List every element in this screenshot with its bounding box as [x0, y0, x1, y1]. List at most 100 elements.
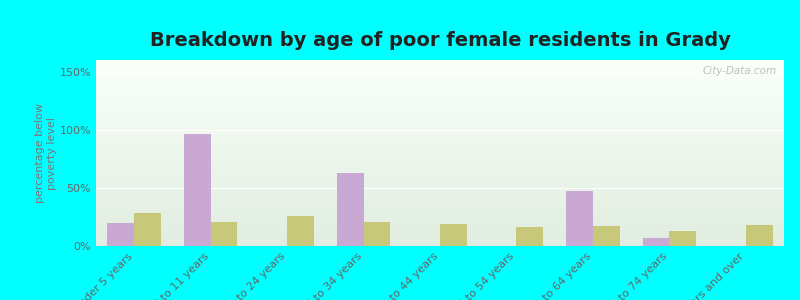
Bar: [96, 109, 784, 110]
Bar: [107, 223, 134, 246]
Bar: [96, 76, 784, 77]
Bar: [96, 199, 784, 200]
Bar: [337, 173, 363, 246]
Bar: [96, 223, 784, 224]
Bar: [96, 114, 784, 115]
Bar: [96, 192, 784, 193]
Bar: [96, 60, 784, 61]
Bar: [96, 197, 784, 198]
Bar: [96, 113, 784, 114]
Bar: [96, 228, 784, 229]
Bar: [96, 226, 784, 227]
Bar: [96, 87, 784, 88]
Bar: [96, 126, 784, 127]
Bar: [184, 134, 210, 246]
Bar: [96, 118, 784, 119]
Bar: [96, 110, 784, 111]
Bar: [96, 230, 784, 231]
Bar: [593, 226, 620, 246]
Bar: [96, 188, 784, 189]
Bar: [96, 108, 784, 109]
Bar: [134, 214, 161, 246]
Bar: [96, 204, 784, 205]
Bar: [96, 218, 784, 219]
Bar: [96, 162, 784, 163]
Bar: [96, 179, 784, 180]
Bar: [96, 130, 784, 131]
Bar: [96, 140, 784, 141]
Bar: [96, 124, 784, 125]
Bar: [96, 100, 784, 101]
Bar: [96, 200, 784, 201]
Bar: [96, 80, 784, 81]
Text: City-Data.com: City-Data.com: [703, 66, 777, 76]
Bar: [96, 202, 784, 203]
Bar: [96, 82, 784, 83]
Bar: [96, 128, 784, 129]
Bar: [96, 227, 784, 228]
Bar: [96, 182, 784, 183]
Bar: [96, 64, 784, 66]
Bar: [96, 210, 784, 211]
Bar: [96, 73, 784, 74]
Bar: [96, 79, 784, 80]
Bar: [96, 159, 784, 160]
Bar: [96, 97, 784, 98]
Bar: [96, 107, 784, 108]
Bar: [96, 143, 784, 144]
Bar: [96, 119, 784, 120]
Bar: [96, 235, 784, 236]
Bar: [96, 217, 784, 218]
Bar: [96, 102, 784, 103]
Bar: [96, 231, 784, 232]
Bar: [287, 216, 314, 246]
Bar: [96, 176, 784, 177]
Bar: [96, 185, 784, 187]
Bar: [96, 99, 784, 100]
Bar: [96, 184, 784, 185]
Bar: [96, 134, 784, 135]
Title: Breakdown by age of poor female residents in Grady: Breakdown by age of poor female resident…: [150, 31, 730, 50]
Bar: [96, 139, 784, 140]
Bar: [670, 231, 696, 246]
Bar: [96, 154, 784, 155]
Bar: [96, 125, 784, 126]
Bar: [96, 183, 784, 184]
Bar: [96, 201, 784, 202]
Bar: [96, 194, 784, 195]
Bar: [96, 138, 784, 139]
Bar: [96, 74, 784, 75]
Bar: [566, 191, 593, 246]
Bar: [96, 69, 784, 70]
Bar: [96, 111, 784, 112]
Bar: [96, 203, 784, 204]
Bar: [96, 206, 784, 207]
Bar: [96, 215, 784, 216]
Bar: [96, 144, 784, 145]
Bar: [96, 232, 784, 233]
Bar: [96, 219, 784, 220]
Bar: [96, 135, 784, 136]
Bar: [96, 216, 784, 217]
Bar: [96, 164, 784, 165]
Bar: [96, 141, 784, 142]
Bar: [96, 116, 784, 117]
Bar: [96, 240, 784, 241]
Bar: [96, 244, 784, 245]
Bar: [96, 187, 784, 188]
Bar: [96, 150, 784, 151]
Bar: [96, 127, 784, 128]
Bar: [96, 157, 784, 158]
Bar: [96, 175, 784, 176]
Bar: [96, 195, 784, 196]
Bar: [96, 75, 784, 76]
Bar: [517, 227, 543, 246]
Bar: [96, 70, 784, 71]
Bar: [96, 233, 784, 234]
Bar: [96, 222, 784, 223]
Bar: [96, 237, 784, 238]
Bar: [96, 238, 784, 239]
Bar: [96, 72, 784, 73]
Bar: [96, 152, 784, 153]
Bar: [96, 96, 784, 97]
